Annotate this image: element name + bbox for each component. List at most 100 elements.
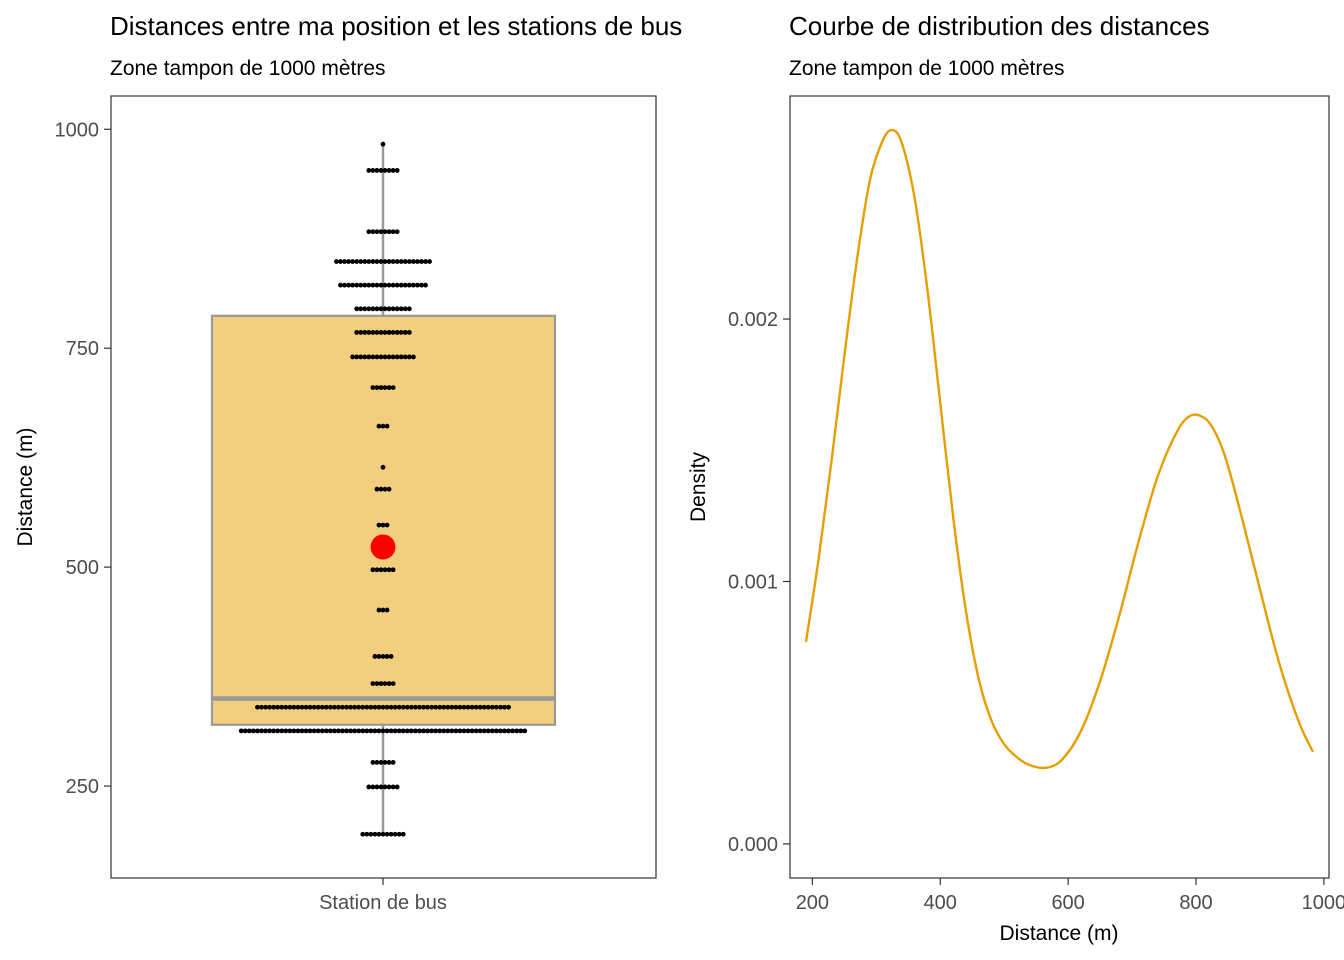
boxplot-data-point [485,728,491,734]
boxplot-data-point [311,704,317,710]
boxplot-data-point [406,306,412,312]
boxplot-data-point [366,784,372,790]
density-curve [804,128,1315,770]
density-y-axis: 0.000 0.001 0.002 [728,309,790,856]
boxplot-data-point [303,704,309,710]
boxplot-chart: Distances entre ma position et les stati… [14,11,682,914]
boxplot-data-point [238,728,244,734]
boxplot-data-point [354,306,360,312]
boxplot-data-point [473,728,479,734]
boxplot-data-point [374,306,380,312]
boxplot-data-point [263,728,268,734]
boxplot-data-point [352,728,358,734]
boxplot-data-point [374,681,380,686]
boxplot-data-point [364,831,370,837]
boxplot-data-point [364,704,370,710]
boxplot-data-point [384,831,390,837]
boxplot-data-point [279,728,285,734]
boxplot-data-point [386,306,392,312]
boxplot-data-point [382,282,388,288]
boxplot-data-point [350,282,356,288]
boxplot-data-point [374,784,380,790]
boxplot-data-point [394,168,400,173]
boxplot-data-point [291,704,297,710]
boxplot-x-axis: Station de bus [319,878,447,914]
boxplot-data-point [390,354,396,360]
boxplot-data-point [473,704,479,710]
boxplot-data-point [323,728,329,734]
boxplot-data-point [469,704,475,710]
boxplot-data-point [502,704,507,710]
boxplot-data-point [374,229,380,235]
boxplot-data-point [362,259,368,264]
boxplot-data-point [384,654,390,659]
boxplot-data-point [372,654,378,659]
boxplot-data-point [344,704,349,710]
density-x-tick-label: 1000 [1302,892,1344,914]
boxplot-data-point [378,168,384,173]
boxplot-data-point [346,259,351,264]
boxplot-data-point [332,728,337,734]
boxplot-data-point [374,486,380,492]
boxplot-data-point [413,704,418,710]
boxplot-data-point [392,728,398,734]
boxplot-data-point [390,306,396,312]
boxplot-data-point [287,704,293,710]
boxplot-data-point [382,354,388,360]
boxplot-data-point [271,728,277,734]
boxplot-data-point [271,704,277,710]
boxplot-data-point [433,704,439,710]
boxplot-data-point [518,728,524,734]
boxplot-data-point [396,728,402,734]
boxplot-data-point [384,607,390,613]
boxplot-data-point [380,522,386,528]
boxplot-data-point [362,306,368,312]
boxplot-data-point [376,654,382,659]
density-title: Courbe de distribution des distances [789,11,1210,41]
boxplot-data-point [386,681,392,686]
boxplot-data-point [346,282,351,288]
boxplot-title: Distances entre ma position et les stati… [110,11,682,41]
boxplot-data-point [382,168,388,173]
boxplot-data-point [398,306,404,312]
boxplot-data-point [354,282,360,288]
boxplot-data-point [417,704,422,710]
boxplot-data-point [410,354,416,360]
boxplot-data-point [370,168,376,173]
boxplot-data-point [506,728,511,734]
boxplot-data-point [449,704,455,710]
boxplot-data-point [378,784,384,790]
boxplot-data-point [376,728,382,734]
boxplot-data-point [390,567,396,573]
boxplot-data-point [502,728,507,734]
boxplot-data-point [374,282,380,288]
boxplot-data-point [396,831,402,837]
boxplot-data-point [307,704,313,710]
boxplot-data-point [275,704,281,710]
boxplot-data-point [378,354,384,360]
boxplot-data-point [364,728,370,734]
boxplot-data-point [498,704,503,710]
boxplot-data-point [390,282,396,288]
boxplot-data-point [315,728,321,734]
boxplot-data-point [494,728,499,734]
boxplot-data-point [386,567,392,573]
boxplot-y-axis: 250 500 750 1000 [55,119,111,798]
boxplot-data-point [390,385,396,391]
boxplot-data-point [410,282,416,288]
boxplot-data-point [366,354,372,360]
boxplot-data-point [398,354,404,360]
boxplot-data-point [370,567,376,573]
boxplot-data-point [334,259,339,264]
boxplot-subtitle: Zone tampon de 1000 mètres [110,57,386,80]
boxplot-data-point [402,259,408,264]
boxplot-data-point [386,229,392,235]
boxplot-data-point [386,486,392,492]
boxplot-data-point [380,423,386,429]
boxplot-data-point [370,282,376,288]
boxplot-data-point [376,831,382,837]
boxplot-data-point [366,282,372,288]
boxplot-data-point [374,354,380,360]
boxplot-data-point [362,354,368,360]
boxplot-data-point [368,728,374,734]
